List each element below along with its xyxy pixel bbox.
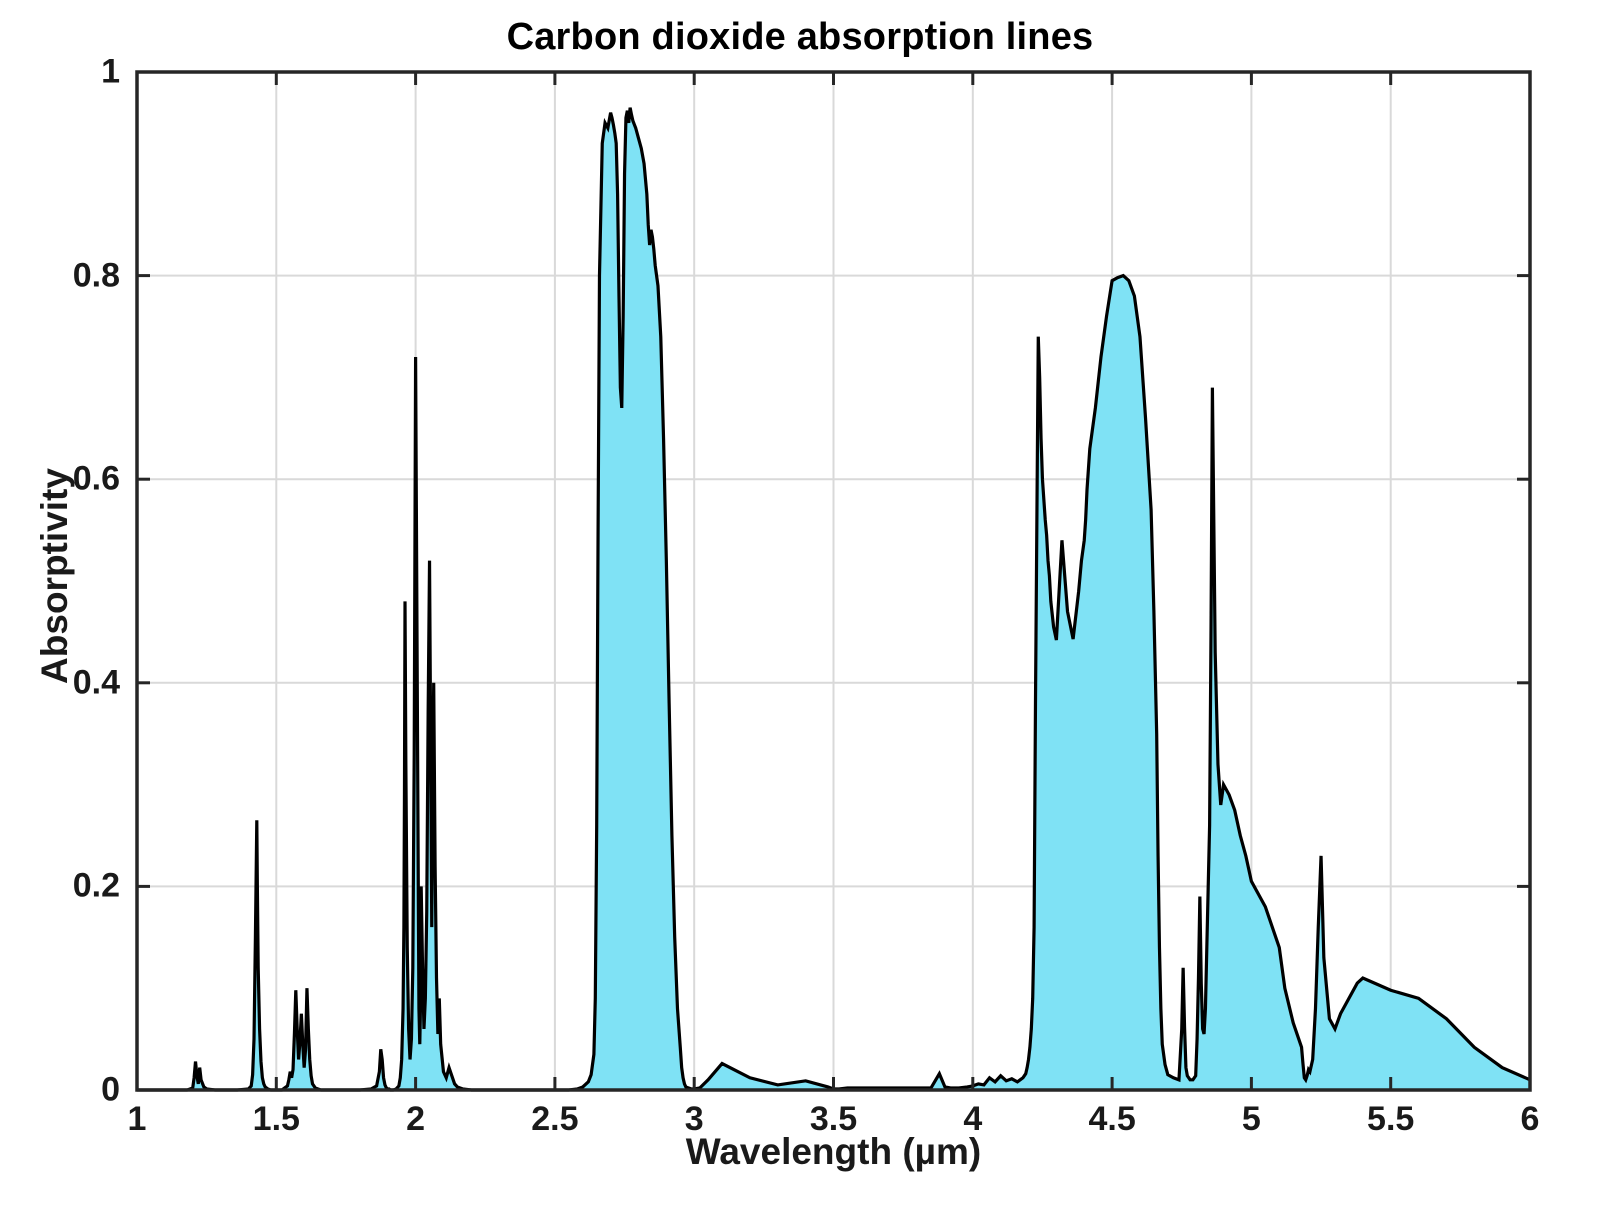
y-tick-label: 1 [101, 52, 120, 91]
y-tick-label: 0.6 [72, 459, 120, 498]
series-line [137, 107, 1531, 1092]
x-tick-label: 4 [963, 1100, 983, 1138]
x-tick-label: 3 [684, 1100, 704, 1138]
x-tick-label: 2.5 [531, 1100, 579, 1138]
y-tick-label: 0 [101, 1070, 120, 1109]
x-tick-label: 1.5 [252, 1100, 300, 1138]
x-tick-label: 1 [127, 1100, 147, 1138]
x-tick-label: 3.5 [809, 1100, 858, 1138]
y-tick-label: 0.4 [72, 663, 120, 702]
tick-marks [135, 70, 1532, 1092]
y-tick-label: 0.2 [72, 866, 120, 905]
x-tick-label: 5.5 [1367, 1100, 1415, 1138]
y-tick-label: 0.8 [72, 256, 120, 295]
page-title: Carbon dioxide absorption lines [506, 16, 1094, 58]
x-axis-label: Wavelength (µm) [685, 1131, 982, 1172]
x-tick-label: 4.5 [1088, 1100, 1136, 1138]
x-tick-label: 2 [406, 1100, 426, 1138]
x-tick-label: 6 [1520, 1100, 1540, 1138]
x-tick-label: 5 [1241, 1100, 1261, 1138]
